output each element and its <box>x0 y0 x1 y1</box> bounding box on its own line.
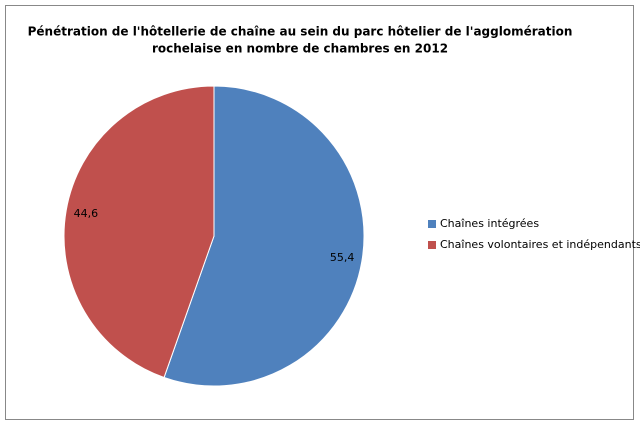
chart-title: rochelaise en nombre de chambres en 2012 <box>152 42 448 56</box>
chart-title: Pénétration de l'hôtellerie de chaîne au… <box>28 25 573 39</box>
data-label: 44,6 <box>74 207 99 220</box>
data-label: 55,4 <box>330 251 355 264</box>
legend-label: Chaînes volontaires et indépendants <box>440 238 640 251</box>
pie-slice <box>63 85 215 379</box>
legend-label: Chaînes intégrées <box>440 217 539 230</box>
legend-swatch <box>428 241 436 249</box>
legend-swatch <box>428 220 436 228</box>
